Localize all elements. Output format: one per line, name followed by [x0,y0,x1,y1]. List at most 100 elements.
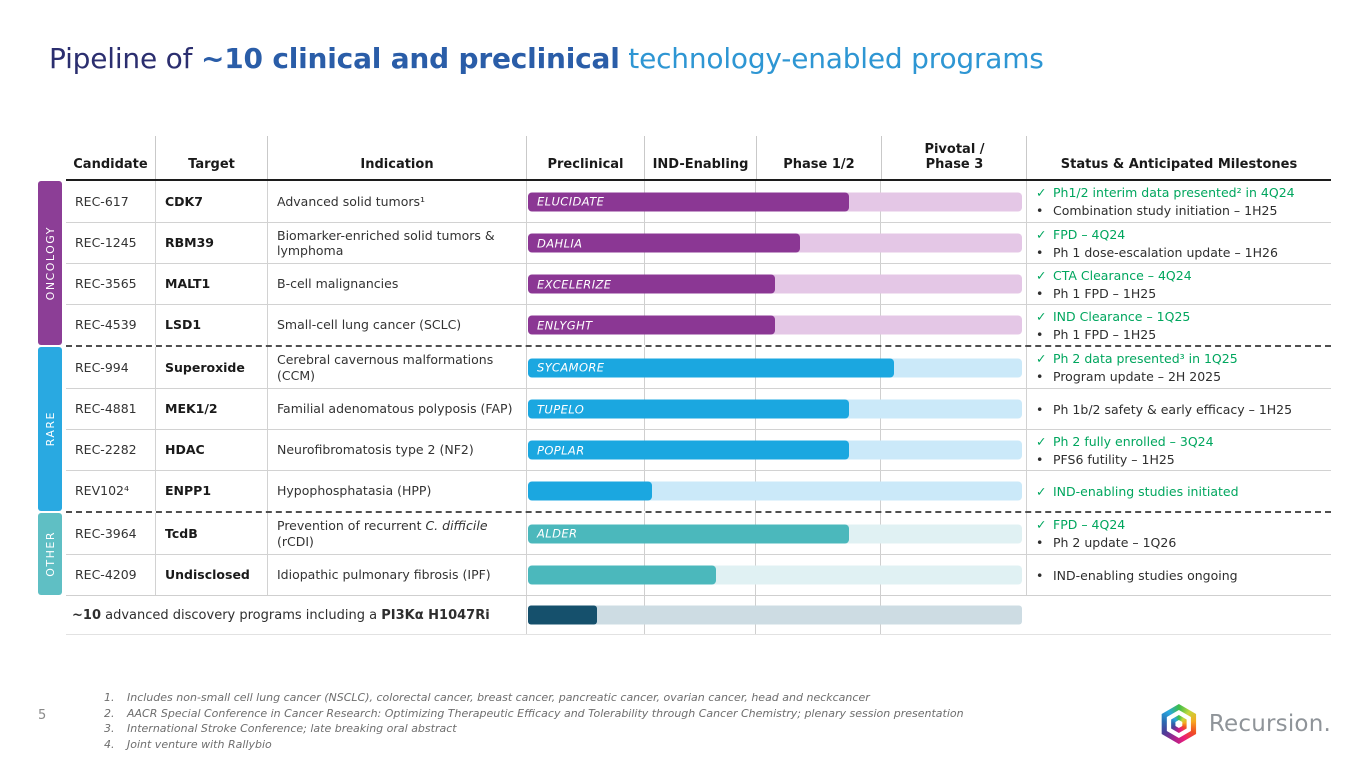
pipeline-progress-cell: POPLAR [526,430,1026,470]
discovery-text: ~10 advanced discovery programs includin… [72,607,490,623]
bullet-icon: • [1036,535,1044,550]
pipeline-progress-cell: TUPELO [526,389,1026,429]
status-text: Ph 1b/2 safety & early efficacy – 1H25 [1053,401,1293,417]
candidate-cell: REC-1245 [75,235,137,251]
status-text: Combination study initiation – 1H25 [1053,203,1278,218]
candidate-cell: REC-3964 [75,525,137,541]
progress-bar: ALDER [528,524,850,543]
check-icon: ✓ [1036,185,1047,200]
candidate-cell: REC-4539 [75,317,137,333]
program-name-label: TUPELO [537,402,585,416]
candidate-cell: REC-4881 [75,401,137,417]
table-row-rec1245: REC-1245 RBM39 Biomarker-enriched solid … [66,222,1331,263]
status-cell [1026,596,1331,634]
progress-track: ALDER [528,524,1022,543]
group-separator [66,345,1331,347]
pipeline-progress-cell [526,596,1026,634]
table-header-row: Candidate Target Indication Preclinical … [66,136,1331,181]
header-status: Status & Anticipated Milestones [1026,136,1331,179]
status-cell: ✓ FPD – 4Q24 • Ph 2 update – 1Q26 [1026,513,1331,554]
indication-cell: Familial adenomatous polyposis (FAP) [267,389,526,429]
footnotes: 1. Includes non-small cell lung cancer (N… [104,690,964,752]
check-icon: ✓ [1036,483,1047,499]
table-row-rec4539: REC-4539 LSD1 Small-cell lung cancer (SC… [66,304,1331,345]
progress-track: POPLAR [528,440,1022,460]
progress-bar: TUPELO [528,399,850,419]
pipeline-table: Candidate Target Indication Preclinical … [38,136,1331,635]
header-ind-enabling: IND-Enabling [644,136,756,179]
indication-cell: Idiopathic pulmonary fibrosis (IPF) [267,555,526,595]
group-label-other: OTHER [38,513,62,595]
program-name-label: EXCELERIZE [537,277,612,291]
status-text: Ph 2 update – 1Q26 [1053,535,1177,550]
status-text: IND Clearance – 1Q25 [1053,308,1191,324]
bullet-icon: • [1036,326,1044,342]
table-row-rec3565: REC-3565 MALT1 B-cell malignancies EXCEL… [66,263,1331,304]
status-text: Ph1/2 interim data presented² in 4Q24 [1053,185,1295,200]
status-text: PFS6 futility – 1H25 [1053,451,1175,467]
progress-track: EXCELERIZE [528,274,1022,294]
target-cell: MEK1/2 [155,389,267,429]
program-name-label: ENLYGHT [537,318,593,332]
indication-cell: Neurofibromatosis type 2 (NF2) [267,430,526,470]
group-separator [66,511,1331,513]
status-cell: ✓ IND Clearance – 1Q25 • Ph 1 FPD – 1H25 [1026,305,1331,345]
program-name-label: POPLAR [537,443,585,457]
target-cell: Undisclosed [155,555,267,595]
status-cell: ✓ Ph1/2 interim data presented² in 4Q24 •… [1026,181,1331,222]
target-cell: ENPP1 [155,471,267,511]
bullet-icon: • [1036,244,1044,260]
footnote-1: 1. Includes non-small cell lung cancer (N… [104,691,870,704]
group-oncology: ONCOLOGY REC-617 CDK7 Advanced solid tum… [38,181,1331,345]
bullet-icon: • [1036,369,1044,384]
status-text: CTA Clearance – 4Q24 [1053,267,1192,283]
status-cell: ✓ FPD – 4Q24 • Ph 1 dose-escalation update… [1026,223,1331,263]
progress-track: ENLYGHT [528,315,1022,335]
group-label-oncology: ONCOLOGY [38,181,62,345]
status-text: IND-enabling studies ongoing [1053,567,1238,583]
header-pivotal: Pivotal / Phase 3 [881,136,1027,179]
progress-track: ELUCIDATE [528,192,1022,211]
footnote-3: 3. International Stroke Conference; late … [104,722,457,735]
check-icon: ✓ [1036,517,1047,532]
check-icon: ✓ [1036,267,1047,283]
title-part-bold: ~10 clinical and preclinical [200,42,620,75]
target-cell: RBM39 [155,223,267,263]
target-cell: MALT1 [155,264,267,304]
group-rare: RARE REC-994 Superoxide Cerebral caverno… [38,347,1331,511]
indication-cell: B-cell malignancies [267,264,526,304]
target-cell: CDK7 [155,181,267,222]
header-candidate: Candidate [73,157,148,173]
page-number: 5 [38,708,47,723]
check-icon: ✓ [1036,351,1047,366]
program-name-label: ELUCIDATE [537,194,605,209]
recursion-hexagon-icon [1159,704,1199,744]
progress-bar: POPLAR [528,440,850,460]
title-part-light: technology-enabled programs [619,42,1044,75]
progress-track: TUPELO [528,399,1022,419]
target-cell: TcdB [155,513,267,554]
progress-track [528,565,1022,585]
status-text: Ph 1 dose-escalation update – 1H26 [1053,244,1278,260]
progress-track: SYCAMORE [528,358,1022,377]
indication-cell: Biomarker-enriched solid tumors & lympho… [267,223,526,263]
progress-track [528,605,1022,625]
progress-bar: ELUCIDATE [528,192,850,211]
header-stages: Preclinical IND-Enabling Phase 1/2 Pivot… [526,136,1026,179]
status-text: FPD – 4Q24 [1053,517,1126,532]
table-row-rec617: REC-617 CDK7 Advanced solid tumors¹ ELUC… [66,181,1331,222]
status-text: FPD – 4Q24 [1053,226,1126,242]
group-other: OTHER REC-3964 TcdB Prevention of recurr… [38,513,1331,595]
recursion-logo: Recursion. [1159,704,1331,744]
candidate-cell: REC-994 [75,359,129,375]
group-label-rare: RARE [38,347,62,511]
candidate-cell: REC-617 [75,193,129,209]
progress-bar: SYCAMORE [528,358,894,377]
status-text: Ph 2 data presented³ in 1Q25 [1053,351,1238,366]
slide-title: Pipeline of ~10 clinical and preclinical… [49,42,1044,75]
title-part-navy: Pipeline of [49,42,201,75]
table-row-rec2282: REC-2282 HDAC Neurofibromatosis type 2 (… [66,429,1331,470]
status-text: Ph 1 FPD – 1H25 [1053,326,1157,342]
candidate-cell: REC-4209 [75,567,137,583]
